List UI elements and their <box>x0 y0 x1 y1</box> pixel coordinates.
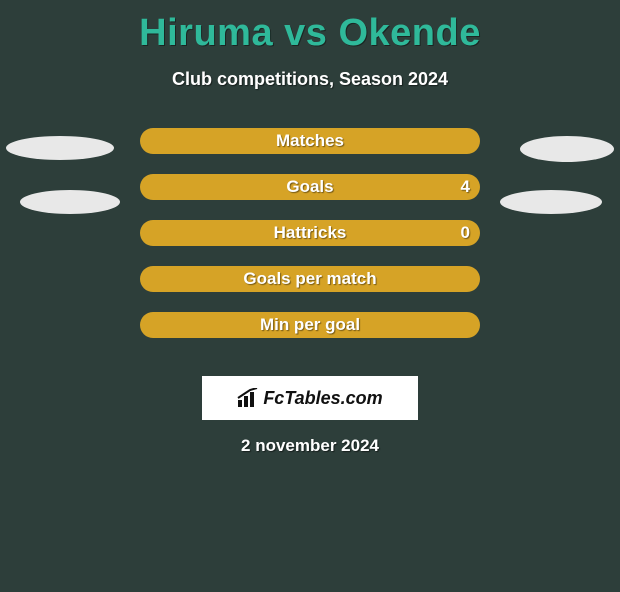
logo-text: FcTables.com <box>263 388 382 409</box>
subtitle: Club competitions, Season 2024 <box>0 69 620 90</box>
stat-row: Matches <box>0 128 620 174</box>
stat-row: 0 Hattricks 0 <box>0 220 620 266</box>
stat-row: 4 Goals 4 <box>0 174 620 220</box>
stat-rows: Matches 4 Goals 4 0 Hattricks 0 Goals pe… <box>0 128 620 358</box>
stat-label: Goals <box>286 177 333 197</box>
stat-bar: Goals per match <box>140 266 480 292</box>
stat-label: Goals per match <box>243 269 376 289</box>
stat-bar: Matches <box>140 128 480 154</box>
stat-label: Min per goal <box>260 315 360 335</box>
stat-bar: Goals <box>140 174 480 200</box>
stat-label: Matches <box>276 131 344 151</box>
stat-label: Hattricks <box>274 223 347 243</box>
stat-row: Goals per match <box>0 266 620 312</box>
page-title: Hiruma vs Okende <box>0 12 620 55</box>
chart-icon <box>237 388 259 408</box>
stat-value-right: 0 <box>461 223 470 243</box>
stat-bar: Min per goal <box>140 312 480 338</box>
stat-bar: Hattricks <box>140 220 480 246</box>
stat-value-right: 4 <box>461 177 470 197</box>
source-logo: FcTables.com <box>202 376 418 420</box>
date-label: 2 november 2024 <box>0 436 620 456</box>
stat-row: Min per goal <box>0 312 620 358</box>
